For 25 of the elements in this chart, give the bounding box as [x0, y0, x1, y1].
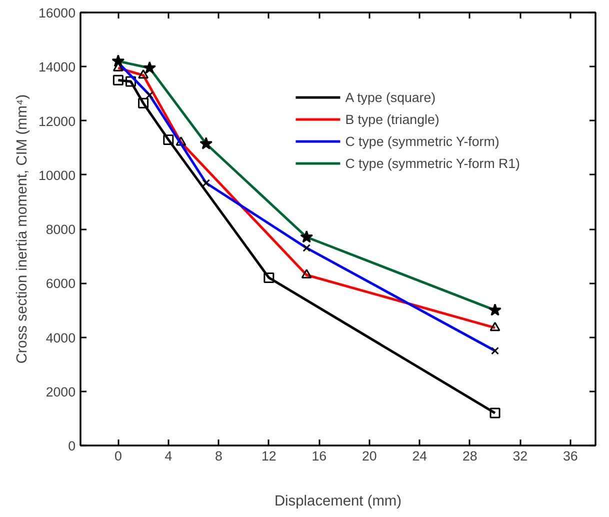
- y-tick-label: 4000: [46, 330, 76, 346]
- y-tick-label: 10000: [38, 168, 76, 183]
- y-tick-label: 12000: [38, 114, 76, 129]
- x-tick-label: 24: [412, 448, 428, 464]
- y-tick-label: 0: [68, 438, 76, 454]
- y-tick-label: 6000: [46, 276, 76, 292]
- x-tick-label: 20: [362, 448, 377, 464]
- legend-label: A type (square): [345, 90, 436, 104]
- x-tick-label: 36: [562, 448, 578, 464]
- x-tick-label: 16: [312, 448, 327, 464]
- y-tick-label: 8000: [46, 222, 76, 237]
- x-axis-title: Displacement (mm): [274, 494, 402, 510]
- y-axis-title: Cross section inertia moment, CIM (mm⁴): [14, 94, 30, 364]
- x-tick-label: 28: [462, 448, 478, 464]
- y-tick-label: 14000: [38, 60, 76, 75]
- y-tick-label: 16000: [38, 6, 76, 20]
- x-tick-label: 4: [164, 448, 173, 464]
- x-tick-label: 8: [214, 448, 222, 464]
- y-tick-label: 2000: [46, 384, 76, 400]
- legend-label: C type (symmetric Y-form R1): [345, 156, 520, 170]
- legend-label: B type (triangle): [345, 112, 440, 126]
- x-tick-label: 0: [114, 448, 122, 464]
- legend-label: C type (symmetric Y-form): [345, 134, 500, 148]
- x-tick-label: 32: [512, 448, 528, 464]
- x-tick-label: 12: [262, 448, 276, 464]
